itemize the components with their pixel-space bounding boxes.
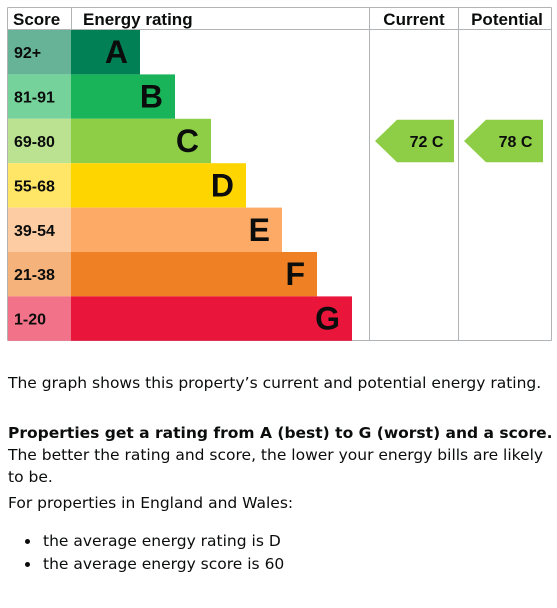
score-cell-b xyxy=(8,74,71,119)
header-current: Current xyxy=(383,10,445,29)
rating-markers: 72 C 78 C xyxy=(375,119,543,163)
score-range-d: 55-68 xyxy=(14,178,55,195)
score-range-a: 92+ xyxy=(14,45,41,62)
potential-rating-arrow xyxy=(464,119,543,163)
rating-explanation-bold: Properties get a rating from A (best) to… xyxy=(8,424,553,442)
band-letter-e: E xyxy=(249,212,270,248)
band-letter-d: D xyxy=(211,167,234,203)
score-range-c: 69-80 xyxy=(14,134,55,151)
score-cell-d xyxy=(8,163,71,208)
header-energy-rating: Energy rating xyxy=(83,10,193,29)
current-rating-label: 72 C xyxy=(410,134,444,151)
band-letter-c: C xyxy=(176,123,199,159)
band-letter-a: A xyxy=(105,34,128,70)
band-letter-f: F xyxy=(285,256,305,292)
header-potential: Potential xyxy=(471,10,543,29)
score-range-g: 1-20 xyxy=(14,312,46,329)
epc-chart: Score Energy rating Current Potential 92… xyxy=(7,7,552,341)
potential-rating-label: 78 C xyxy=(499,134,533,151)
band-bar-e xyxy=(71,207,282,252)
average-list: the average energy rating is D the avera… xyxy=(8,530,284,576)
score-range-f: 21-38 xyxy=(14,267,55,284)
band-bar-g xyxy=(71,296,352,341)
score-cell-c xyxy=(8,118,71,164)
score-cell-a xyxy=(8,30,71,75)
score-cell-f xyxy=(8,252,71,297)
band-bar-b xyxy=(71,74,175,119)
score-cell-g xyxy=(8,296,71,341)
region-note: For properties in England and Wales: xyxy=(8,494,294,512)
average-rating-item: the average energy rating is D xyxy=(8,530,284,553)
average-score-item: the average energy score is 60 xyxy=(8,553,284,576)
score-range-e: 39-54 xyxy=(14,223,55,240)
rating-bands: 92+ A 81-91 B 69-80 C 55-68 D 39-54 E 21-38 F 1-20 G xyxy=(8,30,352,341)
band-letter-g: G xyxy=(315,301,340,337)
current-rating-arrow xyxy=(375,119,454,163)
band-bar-f xyxy=(71,252,317,297)
band-bar-c xyxy=(71,118,211,164)
rating-explanation: Properties get a rating from A (best) to… xyxy=(8,422,553,488)
band-bar-a xyxy=(71,30,140,75)
graph-description: The graph shows this property’s current … xyxy=(8,374,542,392)
rating-explanation-rest: The better the rating and score, the low… xyxy=(8,446,544,486)
band-letter-b: B xyxy=(140,79,163,115)
header-score: Score xyxy=(13,10,60,29)
score-range-b: 81-91 xyxy=(14,90,55,107)
score-cell-e xyxy=(8,207,71,252)
band-bar-d xyxy=(71,163,246,208)
